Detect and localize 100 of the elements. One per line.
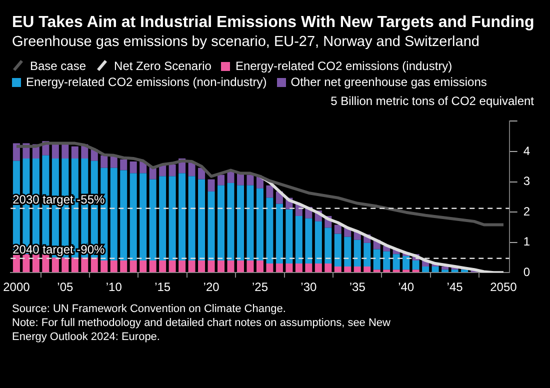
bar (71, 146, 78, 158)
bar (120, 260, 128, 272)
bar (120, 170, 128, 260)
x-tick-label: ’15 (154, 280, 171, 294)
bar (334, 234, 342, 267)
x-tick-label: ’35 (349, 280, 366, 294)
bar (100, 155, 108, 168)
bar (354, 240, 361, 267)
x-tick-label: ’30 (300, 280, 318, 294)
bar (168, 164, 176, 176)
bar (188, 176, 196, 260)
bar (295, 216, 302, 264)
bar (12, 143, 20, 161)
bar (324, 264, 332, 272)
bar (354, 266, 361, 272)
text: Note: For full methodology and detailed chart notes on assumptions, see New Energy Outlook 2024: Europe. (12, 316, 392, 344)
bar (12, 254, 20, 272)
bar (130, 173, 137, 260)
bar (120, 159, 128, 170)
bar (208, 179, 215, 192)
y-axis-title: 5 Billion metric tons of CO2 equivalent (330, 93, 535, 108)
bar (324, 228, 332, 264)
bar (22, 254, 30, 272)
bar (432, 266, 439, 272)
bar (236, 260, 244, 272)
bar (246, 260, 254, 272)
bar (178, 173, 186, 260)
bar (42, 254, 50, 272)
bar (188, 260, 196, 272)
bar (246, 174, 254, 186)
bar (218, 185, 225, 260)
x-tick-label: ’10 (106, 280, 122, 294)
bar (266, 185, 274, 198)
bar (236, 185, 244, 260)
bar (266, 264, 274, 272)
x-tick-label: ’05 (57, 280, 74, 294)
bar (305, 218, 312, 264)
bar (149, 260, 156, 272)
bar (198, 260, 206, 272)
bar (130, 161, 137, 174)
bar (71, 257, 78, 272)
bar (461, 270, 468, 272)
bar (412, 270, 420, 272)
bar (198, 179, 206, 260)
bar (130, 260, 137, 272)
legend-label: Base case (29, 58, 86, 74)
bar (62, 257, 69, 272)
x-tick-label: 2050 (490, 280, 518, 294)
x-tick-label: ’45 (446, 280, 464, 294)
bar (276, 264, 283, 272)
y-tick-label: 2 (523, 204, 530, 218)
bar (159, 260, 166, 272)
bar (227, 182, 234, 260)
bar (334, 224, 342, 234)
bar (140, 173, 147, 260)
bar (364, 266, 371, 272)
bar (246, 185, 254, 260)
bar (314, 264, 322, 272)
chart-subtitle: Greenhouse gas emissions by scenario, EU-27, Norway and Switzerland (11, 33, 480, 50)
legend-label: Energy-related CO2 emissions (industry) (234, 58, 452, 74)
bar (286, 264, 293, 272)
x-tick-label: ’40 (398, 280, 414, 294)
bar (218, 174, 225, 186)
bar (218, 260, 225, 272)
bar (52, 257, 59, 272)
y-tick-label: 0 (523, 264, 530, 279)
bar (442, 270, 449, 272)
bar (110, 156, 118, 168)
bar (208, 260, 215, 272)
bar (364, 242, 371, 267)
bar (442, 266, 449, 270)
bar (383, 251, 390, 270)
bar (344, 236, 352, 267)
x-tick-label: ’25 (252, 280, 268, 294)
bar (392, 270, 400, 272)
bar (159, 176, 166, 260)
legend-label: Energy-related CO2 emissions (non-industry) (25, 74, 267, 90)
y-tick-label: 1 (523, 234, 530, 249)
bar (402, 270, 410, 272)
bar (81, 257, 88, 272)
bar (188, 162, 196, 176)
y-tick-label: 4 (523, 144, 530, 158)
bar (344, 266, 352, 272)
bar (168, 260, 176, 272)
x-tick-label: ’20 (203, 280, 220, 294)
bar (110, 168, 118, 260)
bar (295, 264, 302, 272)
bar (373, 270, 380, 272)
bar (227, 260, 234, 272)
bar (412, 260, 420, 270)
source-note: Source: UN Framework Convention on Climate Change. (12, 302, 287, 316)
bar (314, 221, 322, 264)
bar (178, 260, 186, 272)
bar (383, 270, 390, 272)
legend-label: Net Zero Scenario (113, 58, 212, 74)
bar (208, 191, 215, 260)
bar (451, 270, 458, 272)
bar (110, 260, 118, 272)
bar (334, 266, 342, 272)
bar (392, 254, 400, 270)
